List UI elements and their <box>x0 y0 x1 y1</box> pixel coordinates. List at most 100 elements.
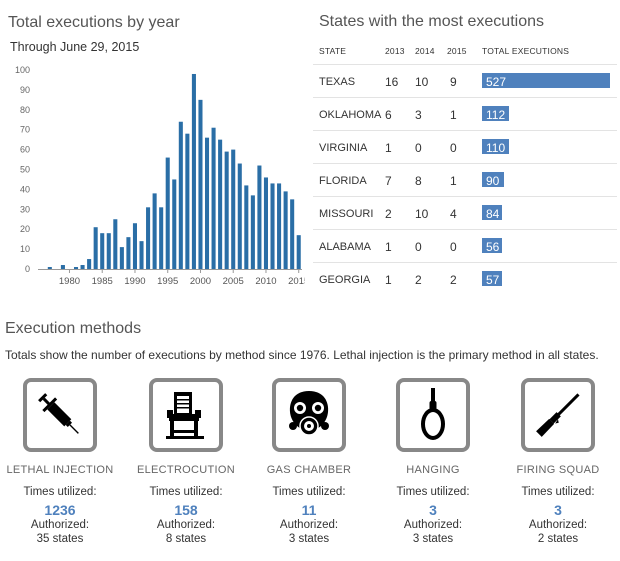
cell-2013: 1 <box>385 273 392 287</box>
total-value: 84 <box>486 207 500 221</box>
total-value: 527 <box>486 75 507 89</box>
method-card: ELECTROCUTION Times utilized: 158 Authorize… <box>124 378 248 545</box>
cell-2014: 3 <box>415 108 422 122</box>
table-row: GEORGIA 1 2 2 57 <box>313 262 617 295</box>
header-total: TOTAL EXECUTIONS <box>482 46 570 56</box>
method-name: ELECTROCUTION <box>136 464 236 476</box>
bar-1990 <box>132 223 137 269</box>
bar-1985 <box>100 233 105 269</box>
bar-2011 <box>270 183 275 269</box>
method-card: FIRING SQUAD Times utilized: 3 Authorized: 2… <box>496 378 620 545</box>
bar-1984 <box>93 227 98 269</box>
y-tick-label: 30 <box>20 204 30 214</box>
state-name: TEXAS <box>319 76 356 88</box>
bar-1996 <box>172 179 177 269</box>
cell-2014: 10 <box>415 75 429 89</box>
bar-2001 <box>204 137 210 269</box>
bar-1998 <box>185 133 190 269</box>
bar-2003 <box>218 139 223 269</box>
cell-2015: 1 <box>450 108 457 122</box>
bar-1979 <box>60 265 65 269</box>
authorized-label: Authorized: <box>156 519 216 531</box>
methods-title: Execution methods <box>5 320 142 337</box>
method-name: HANGING <box>406 464 460 476</box>
table-row: OKLAHOMA 6 3 1 112 <box>313 97 617 130</box>
times-utilized-value: 3 <box>554 502 562 518</box>
total-bar <box>482 139 509 154</box>
header-2014: 2014 <box>415 46 435 56</box>
bar-1986 <box>106 233 111 269</box>
cell-2013: 7 <box>385 174 392 188</box>
bar-2009 <box>257 165 262 269</box>
table-header: STATE 2013 2014 2015 TOTAL EXECUTIONS <box>313 42 617 64</box>
y-tick-label: 50 <box>20 165 30 175</box>
x-tick-label: 1980 <box>59 276 80 287</box>
x-tick-label: 1985 <box>92 276 113 287</box>
times-utilized-label: Times utilized: <box>396 486 470 498</box>
bar-1982 <box>80 265 85 269</box>
authorized-value: 8 states <box>165 533 207 545</box>
cell-2013: 1 <box>385 240 392 254</box>
table-row: FLORIDA 7 8 1 90 <box>313 163 617 196</box>
table-title: States with the most executions <box>319 13 544 30</box>
x-tick-label: 1990 <box>124 276 145 287</box>
total-bar <box>482 73 610 88</box>
bar-2014 <box>290 199 295 269</box>
cell-2014: 0 <box>415 240 422 254</box>
method-name: GAS CHAMBER <box>266 464 352 476</box>
total-value: 56 <box>486 240 500 254</box>
method-card: LETHAL INJECTION Times utilized: 1236 Autho… <box>0 378 122 545</box>
total-bar <box>482 238 502 253</box>
times-utilized-value: 1236 <box>44 502 76 518</box>
bar-1981 <box>73 267 79 269</box>
cell-2015: 4 <box>450 207 457 221</box>
method-card: GAS CHAMBER Times utilized: 11 Authorized: 3… <box>247 378 371 545</box>
cell-2013: 16 <box>385 75 399 89</box>
executions-by-year-chart: 0 10 20 30 40 50 60 70 80 90 100 1980 1985 1990 1995 20… <box>15 65 305 287</box>
bar-2008 <box>250 195 255 269</box>
bar-1994 <box>159 207 164 269</box>
electric-chair-icon <box>149 378 223 452</box>
bar-2013 <box>283 191 288 269</box>
bar-1991 <box>139 241 144 269</box>
cell-2013: 6 <box>385 108 392 122</box>
x-tick-label: 2000 <box>190 276 211 287</box>
table-row: MISSOURI 2 10 4 84 <box>313 196 617 229</box>
cell-2013: 2 <box>385 207 392 221</box>
noose-icon <box>396 378 470 452</box>
gas-mask-icon <box>272 378 346 452</box>
authorized-label: Authorized: <box>279 519 339 531</box>
bar-1992 <box>146 207 151 269</box>
y-tick-label: 80 <box>20 105 30 115</box>
bar-1983 <box>87 259 92 269</box>
total-bar <box>482 172 504 187</box>
state-name: FLORIDA <box>319 175 367 187</box>
y-tick-label: 0 <box>25 264 30 274</box>
total-value: 110 <box>486 141 506 155</box>
bar-2000 <box>198 99 203 269</box>
authorized-value: 2 states <box>537 533 579 545</box>
authorized-label: Authorized: <box>30 519 90 531</box>
state-name: GEORGIA <box>319 274 371 286</box>
header-2013: 2013 <box>385 46 405 56</box>
state-name: ALABAMA <box>319 241 371 253</box>
authorized-value: 35 states <box>36 533 84 545</box>
total-value: 57 <box>486 273 500 287</box>
y-tick-label: 20 <box>20 224 30 234</box>
state-name: OKLAHOMA <box>319 109 382 121</box>
y-tick-label: 100 <box>15 65 30 75</box>
times-utilized-label: Times utilized: <box>272 486 346 498</box>
table-row: ALABAMA 1 0 0 56 <box>313 229 617 262</box>
states-table: STATE 2013 2014 2015 TOTAL EXECUTIONS TE… <box>313 42 617 295</box>
times-utilized-value: 158 <box>174 502 198 518</box>
state-name: MISSOURI <box>319 208 374 220</box>
total-bar <box>482 271 502 286</box>
total-value: 112 <box>486 108 506 122</box>
times-utilized-label: Times utilized: <box>521 486 595 498</box>
bar-1995 <box>165 157 170 269</box>
cell-2014: 2 <box>415 273 422 287</box>
bar-1977 <box>47 267 52 269</box>
bar-2012 <box>277 183 282 269</box>
bar-1993 <box>152 193 157 269</box>
authorized-label: Authorized: <box>528 519 588 531</box>
